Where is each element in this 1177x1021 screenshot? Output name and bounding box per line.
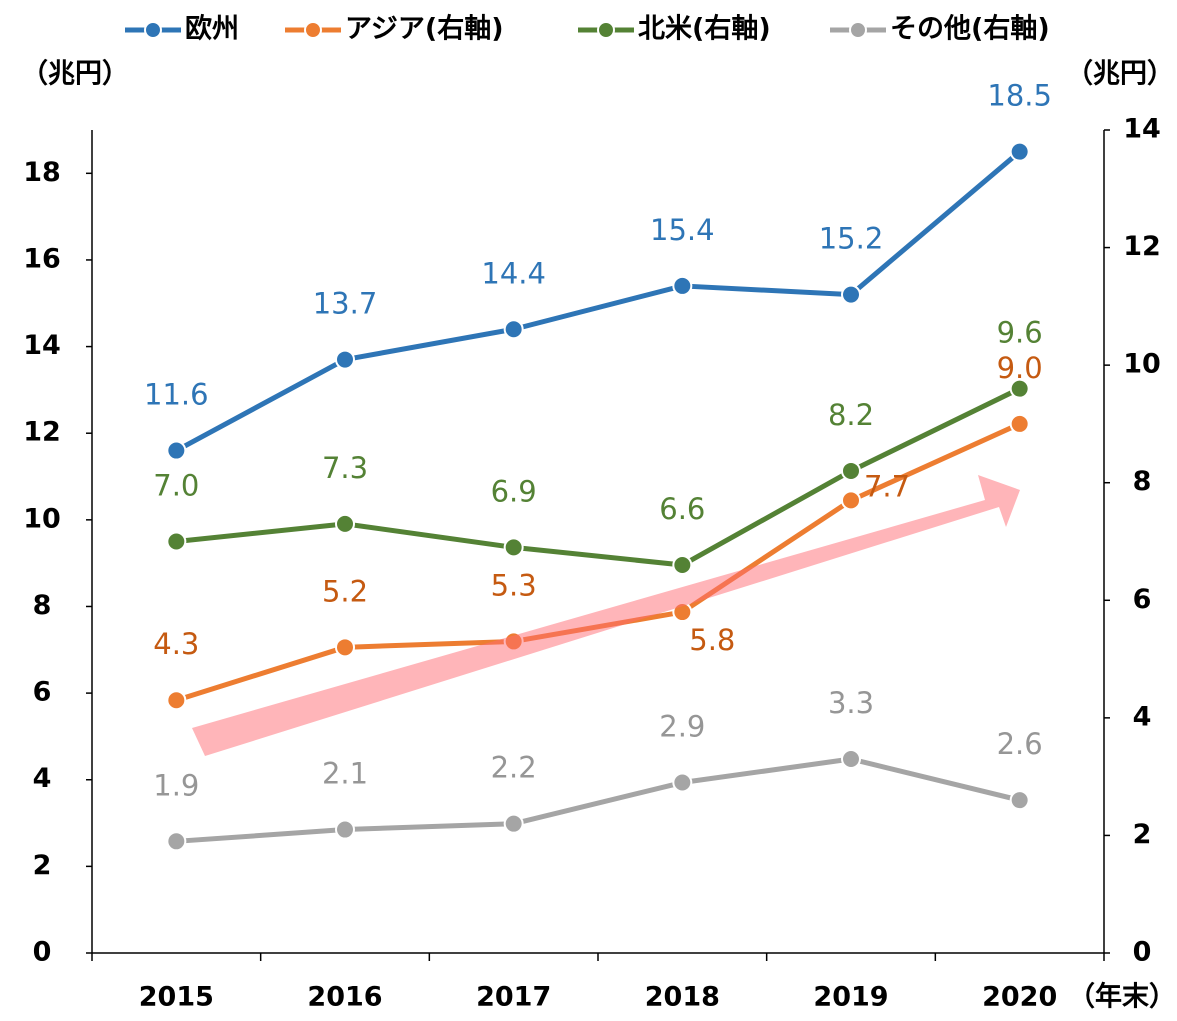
x-tick-label: 2015 [139,982,214,1013]
y-tick-label: 18 [23,157,61,188]
y-tick-label: 0 [33,937,52,968]
data-label: 13.7 [313,287,378,321]
legend-label: 欧州 [185,14,239,45]
data-point [1009,141,1030,162]
data-label: 2.2 [491,751,537,785]
data-label: 11.6 [144,378,209,412]
y2-tick-label: 8 [1133,466,1152,497]
y-tick-label: 12 [23,417,61,448]
data-point [1009,790,1030,811]
data-point [335,819,355,840]
data-point [335,349,355,370]
data-point [841,460,861,481]
data-label: 1.9 [153,768,199,802]
data-point [672,555,693,576]
data-point [672,772,693,793]
data-label: 9.0 [997,351,1043,385]
x-tick-label: 2018 [645,982,720,1013]
plot-area [166,141,1030,852]
y-tick-label: 4 [33,763,52,794]
legend-marker [849,21,867,39]
data-label: 6.9 [491,474,537,508]
data-point [166,440,187,461]
data-label: 5.2 [322,574,368,608]
data-point [672,275,693,296]
data-label: 4.3 [153,627,199,661]
y-unit-label: （兆円） [21,59,129,90]
data-label: 15.4 [650,213,715,247]
data-point [841,749,861,770]
legend-label: 北米(右軸) [638,14,771,45]
data-point [166,690,187,711]
data-label: 3.3 [828,686,874,720]
data-point [335,637,355,658]
data-label: 2.9 [659,710,705,744]
x-tick-label: 2016 [307,982,382,1013]
data-label: 15.2 [819,222,884,256]
y-tick-label: 10 [23,503,61,534]
data-point [1009,378,1030,399]
y2-tick-label: 0 [1133,937,1152,968]
y2-tick-label: 2 [1133,819,1152,850]
x-tick-label: 2019 [813,982,888,1013]
data-point [841,490,861,511]
data-label: 6.6 [659,492,705,526]
series-line [175,149,1022,453]
data-point [503,813,524,834]
series-line [176,756,1021,844]
data-point [166,531,187,552]
y-tick-label: 16 [23,243,61,274]
data-label: 7.0 [153,469,199,503]
data-point [503,319,524,340]
y2-tick-label: 4 [1133,701,1152,732]
data-point [166,831,187,852]
data-label: 18.5 [987,79,1052,113]
data-label: 2.6 [997,727,1043,761]
data-label: 14.4 [481,256,546,290]
legend-label: アジア(右軸) [345,14,504,45]
data-point [335,513,355,534]
series-line [175,421,1021,703]
legend-marker [144,21,162,39]
legend-marker [304,21,322,39]
y-tick-label: 2 [33,850,52,881]
data-label: 9.6 [997,316,1043,350]
legend-label: その他(右軸) [890,14,1050,45]
x-tick-label: 2020 [982,982,1057,1013]
trend-arrow [192,475,1020,756]
y-tick-label: 6 [33,677,52,708]
y2-tick-label: 12 [1123,231,1161,262]
data-label: 5.3 [491,568,537,602]
x-tick-label: 2017 [476,982,551,1013]
x-unit-label: （年末） [1068,981,1176,1013]
series-line [176,386,1021,568]
y2-tick-label: 10 [1123,349,1161,380]
data-point [1009,413,1030,434]
legend-marker [597,21,615,39]
data-label: 7.7 [864,469,910,503]
data-point [841,284,861,305]
data-label: 8.2 [828,398,874,432]
y2-unit-label: （兆円） [1066,59,1174,90]
data-point [503,537,524,558]
data-label: 7.3 [322,451,368,485]
y-tick-label: 14 [23,330,61,361]
data-label: 5.8 [689,623,735,657]
y-tick-label: 8 [33,590,52,621]
data-label: 2.1 [322,757,368,791]
y2-tick-label: 6 [1133,584,1152,615]
y2-tick-label: 14 [1123,114,1161,145]
